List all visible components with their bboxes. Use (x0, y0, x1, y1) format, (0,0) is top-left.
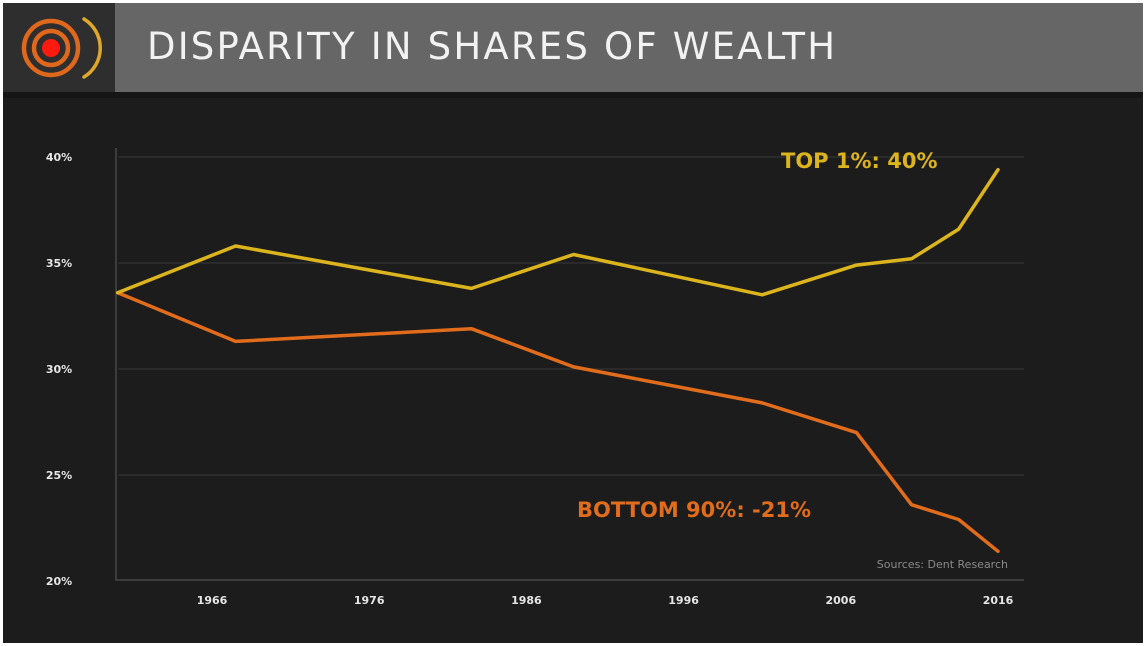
source-annotation: Sources: Dent Research (877, 558, 1008, 571)
x-tick-label: 1976 (354, 594, 385, 607)
x-tick-label: 2016 (983, 594, 1014, 607)
y-tick-labels: 20% 25% 30% 35% 40% (46, 151, 72, 588)
title-bar: DISPARITY IN SHARES OF WEALTH (115, 3, 1143, 92)
gridlines (118, 156, 1024, 476)
x-tick-label: 1996 (668, 594, 699, 607)
y-tick-label: 30% (46, 363, 72, 376)
x-tick-labels: 1966 1976 1986 1996 2006 2016 (197, 594, 1014, 607)
logo-outer-ring (21, 18, 81, 78)
chart-frame: DISPARITY IN SHARES OF WEALTH (3, 3, 1143, 643)
y-tick-label: 20% (46, 575, 72, 588)
x-tick-label: 1986 (511, 594, 542, 607)
header-divider (3, 92, 1143, 98)
logo-inner-ring (31, 28, 71, 68)
x-tick-label: 1966 (197, 594, 228, 607)
logo-signal-arc (82, 17, 102, 79)
bottom90-series-line (115, 290, 1000, 554)
radar-signal-icon (21, 17, 102, 79)
top1-series-line (115, 167, 1000, 297)
page-title: DISPARITY IN SHARES OF WEALTH (147, 25, 838, 68)
bottom90-series-label: BOTTOM 90%: -21% (577, 498, 811, 522)
logo (3, 3, 115, 92)
y-tick-label: 40% (46, 151, 72, 164)
y-tick-label: 35% (46, 257, 72, 270)
series-lines (115, 167, 1000, 554)
logo-center-dot (42, 39, 60, 57)
x-tick-label: 2006 (825, 594, 856, 607)
y-tick-label: 25% (46, 469, 72, 482)
top1-series-label: TOP 1%: 40% (781, 149, 938, 173)
